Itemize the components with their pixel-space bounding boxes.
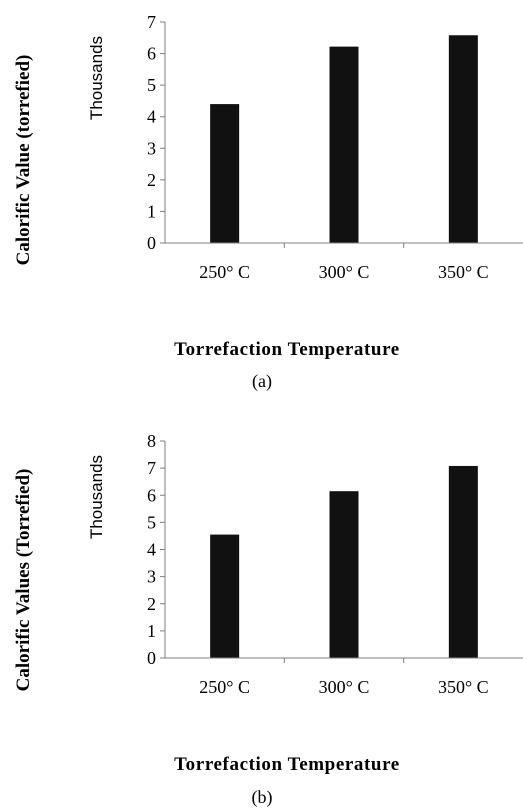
y-axis-title: Calorific Values (Torrefied) [13, 469, 34, 692]
x-axis-ticks: 250° C 300° C 350° C [199, 658, 489, 697]
y-axis-unit-label: Thousands [87, 455, 106, 539]
y-tick-label: 0 [147, 648, 156, 668]
y-axis-ticks: 0 1 2 3 4 5 6 7 [147, 12, 165, 253]
bars [210, 465, 478, 658]
bars [210, 35, 478, 244]
y-tick-label: 2 [147, 170, 156, 190]
x-tick-label: 300° C [319, 262, 370, 282]
y-tick-label: 5 [147, 75, 156, 95]
y-tick-label: 8 [147, 431, 156, 451]
chart-panel-b: Calorific Values (Torrefied) Thousands 0… [13, 431, 523, 808]
y-tick-label: 2 [147, 594, 156, 614]
x-tick-label: 350° C [438, 262, 489, 282]
y-tick-label: 3 [147, 567, 156, 587]
x-axis-ticks: 250° C 300° C 350° C [199, 243, 489, 282]
y-tick-label: 3 [147, 138, 156, 158]
x-tick-label: 250° C [199, 677, 250, 697]
y-axis-unit-label: Thousands [87, 36, 106, 120]
figure-caption-a: (a) [252, 371, 272, 392]
figure-caption-b: (b) [252, 787, 273, 808]
x-tick-label: 300° C [319, 677, 370, 697]
y-tick-label: 1 [147, 621, 156, 641]
y-tick-label: 0 [147, 233, 156, 253]
y-tick-label: 7 [147, 12, 156, 32]
chart-panel-a: Calorific Value (torrefied) Thousands 0 1… [13, 12, 523, 392]
x-axis-title: Torrefaction Temperature [174, 339, 400, 360]
bar [448, 35, 478, 244]
bar [210, 534, 240, 658]
y-tick-label: 7 [147, 458, 156, 478]
y-tick-label: 5 [147, 512, 156, 532]
y-axis-ticks: 0 1 2 3 4 5 6 7 8 [147, 431, 165, 668]
bar [448, 465, 478, 658]
bar [210, 104, 240, 243]
x-axis-title: Torrefaction Temperature [174, 754, 400, 775]
y-tick-label: 4 [147, 107, 156, 127]
y-axis-title: Calorific Value (torrefied) [13, 55, 34, 266]
y-tick-label: 6 [147, 485, 156, 505]
bar [329, 46, 359, 243]
y-tick-label: 6 [147, 44, 156, 64]
bar [329, 491, 359, 658]
y-tick-label: 1 [147, 201, 156, 221]
x-tick-label: 250° C [199, 262, 250, 282]
x-tick-label: 350° C [438, 677, 489, 697]
y-tick-label: 4 [147, 540, 156, 560]
